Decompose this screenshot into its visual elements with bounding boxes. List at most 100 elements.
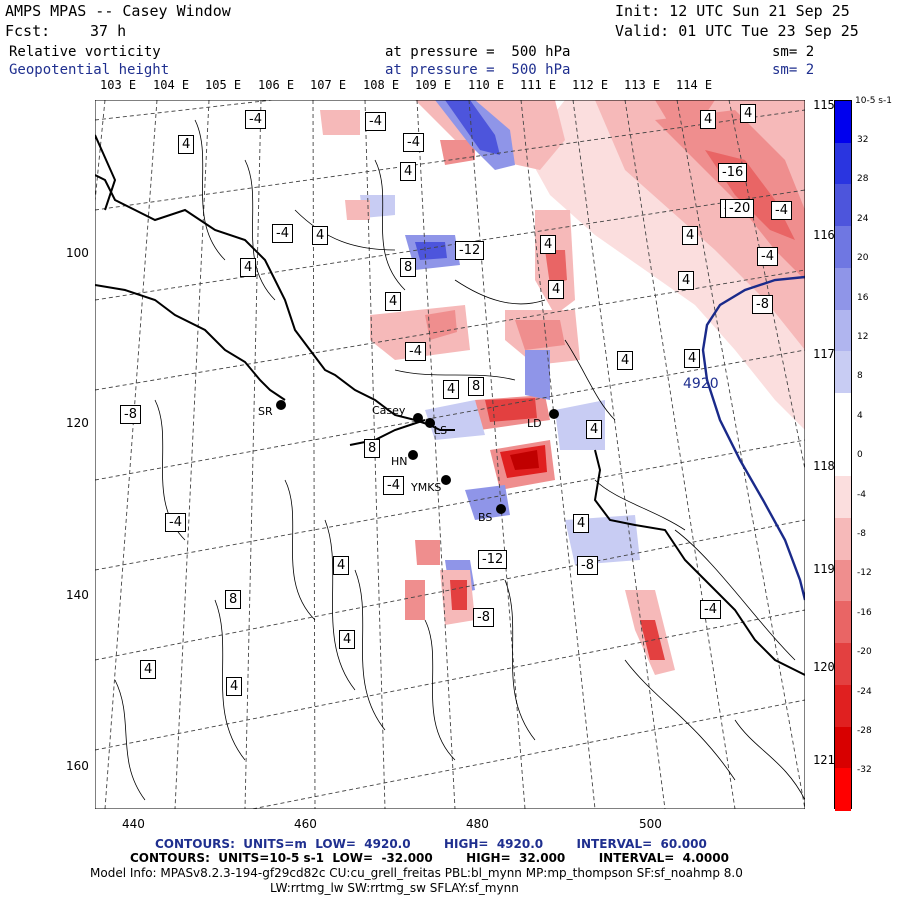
contour-label: 4: [312, 226, 329, 245]
contour-label: 4: [573, 514, 590, 533]
model-title: AMPS MPAS -- Casey Window: [5, 2, 231, 20]
colorbar-label: -24: [857, 686, 872, 697]
contour-label: 4: [385, 292, 402, 311]
colorbar-segment: [835, 392, 851, 436]
contour-label: -4: [383, 476, 404, 495]
colorbar-label: 4: [857, 410, 863, 421]
contour-label: 4: [548, 280, 565, 299]
contour-label: -8: [752, 295, 773, 314]
longitude-label: 112 E: [572, 78, 609, 92]
height-contour-4920: [701, 275, 805, 601]
contour-label: 4: [682, 226, 699, 245]
contour-label: 4: [443, 380, 460, 399]
colorbar-segment: [835, 351, 851, 394]
contour-label: 8: [364, 439, 381, 458]
colorbar-label: -32: [857, 765, 872, 776]
y-tick-label: 160: [66, 759, 89, 773]
contour-label: 4: [400, 162, 417, 181]
station-marker: [276, 400, 286, 410]
contour-label: -12: [478, 550, 508, 569]
colorbar-label: 20: [857, 253, 869, 264]
contour-label: 8: [225, 590, 242, 609]
longitude-label: 106 E: [258, 78, 295, 92]
contour-label: 4: [540, 235, 557, 254]
contour-label: 4: [339, 630, 356, 649]
contour-label: 4: [617, 351, 634, 370]
field2-name: Geopotential height: [9, 62, 170, 78]
y-tick-label: 140: [66, 588, 89, 602]
latlon-grid: [95, 100, 805, 809]
valid-time: Valid: 01 UTC Tue 23 Sep 25: [615, 22, 859, 40]
longitude-label: 104 E: [153, 78, 190, 92]
colorbar-segment: [835, 142, 851, 186]
x-tick-label: 440: [122, 817, 145, 831]
vorticity-map: [95, 100, 805, 809]
colorbar-segment: [835, 768, 851, 811]
field2-level: at pressure = 500 hPa: [385, 62, 571, 78]
station-label: HN: [391, 455, 408, 468]
colorbar-label: 12: [857, 332, 869, 342]
contour-label: -4: [771, 201, 792, 220]
contour-label: -4: [757, 247, 778, 266]
x-tick-label: 460: [294, 817, 317, 831]
colorbar-label: 32: [857, 135, 869, 145]
contour-label: -4: [405, 342, 426, 361]
colorbar-label: 0: [857, 450, 863, 461]
contour-label: 4: [586, 420, 603, 439]
contour-label: 4: [333, 556, 350, 575]
colorbar-segment: [835, 559, 851, 603]
init-time: Init: 12 UTC Sun 21 Sep 25: [615, 2, 850, 20]
colorbar-segment: [835, 726, 851, 770]
x-tick-label: 500: [639, 817, 662, 831]
colorbar-segment: [835, 101, 851, 144]
contour-label: 4: [700, 110, 717, 129]
colorbar-segment: [835, 434, 851, 478]
footer-model-info-2: LW:rrtmg_lw SW:rrtmg_sw SFLAY:sf_mynn: [270, 881, 519, 895]
contour-label: 4: [140, 660, 157, 679]
height-contour-label: 4920: [683, 376, 719, 392]
contour-label: 4: [178, 135, 195, 154]
contour-label: -20: [725, 199, 755, 218]
field1-level: at pressure = 500 hPa: [385, 44, 571, 60]
colorbar-segment: [835, 476, 851, 520]
contour-label: -4: [245, 110, 266, 129]
contour-label: -4: [365, 112, 386, 131]
colorbar-label: -16: [857, 607, 872, 618]
colorbar-label: 16: [857, 292, 869, 303]
longitude-label: 103 E: [100, 78, 137, 92]
y-tick-label: 120: [66, 416, 89, 430]
station-marker: [441, 475, 451, 485]
station-marker: [408, 450, 418, 460]
station-label: LS: [434, 424, 448, 437]
contour-label: -12: [455, 241, 485, 260]
footer-vorticity-contours: CONTOURS: UNITS=10-5 s-1 LOW= -32.000 HI…: [130, 851, 729, 865]
colorbar-segment: [835, 267, 851, 311]
contour-label: -4: [700, 600, 721, 619]
contour-label: 4: [684, 349, 701, 368]
colorbar-label: -28: [857, 726, 872, 736]
station-label: SR: [258, 405, 273, 418]
contour-label: 8: [400, 258, 417, 277]
contour-label: 4: [678, 271, 695, 290]
longitude-label: 109 E: [415, 78, 452, 92]
field1-smoothing: sm= 2: [772, 44, 815, 60]
contour-label: 4: [740, 104, 757, 123]
station-label: Casey: [372, 404, 406, 417]
colorbar-unit: 10-5 s-1: [855, 96, 892, 106]
colorbar-label: -8: [857, 529, 866, 539]
field1-name: Relative vorticity: [9, 44, 161, 60]
contour-label: -4: [403, 133, 424, 152]
station-label: YMKS: [411, 481, 442, 494]
station-marker: [496, 504, 506, 514]
colorbar-segment: [835, 643, 851, 686]
station-marker: [549, 409, 559, 419]
forecast-label: Fcst:: [5, 22, 51, 40]
longitude-label: 108 E: [363, 78, 400, 92]
contour-label: -8: [577, 556, 598, 575]
longitude-label: 113 E: [624, 78, 661, 92]
contour-label: -16: [718, 163, 748, 182]
colorbar-segment: [835, 518, 851, 561]
colorbar-segment: [835, 226, 851, 269]
forecast-hour: 37 h: [90, 22, 127, 40]
field2-smoothing: sm= 2: [772, 62, 815, 78]
